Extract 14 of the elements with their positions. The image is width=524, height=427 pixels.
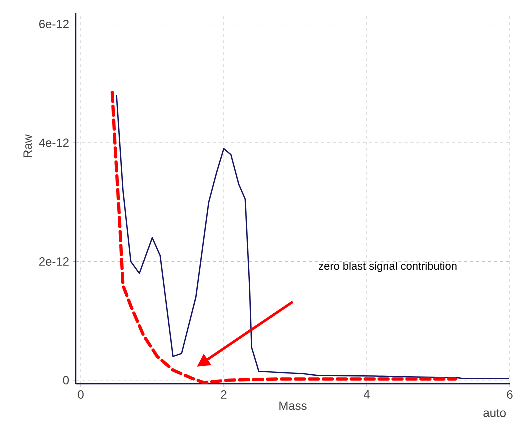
x-axis-title: Mass [280, 402, 307, 410]
y-axis-title: Raw [24, 134, 32, 158]
annotation: zero blast signal contribution [319, 262, 457, 272]
y-tick-label: 0 [63, 376, 70, 385]
y-tick-label: 6e-12 [40, 20, 69, 28]
x-tick-label: 4 [364, 390, 370, 399]
x-tick-label: 2 [221, 390, 227, 399]
text: auto [484, 409, 506, 418]
line-series [116, 94, 510, 380]
y-tick-label: 2e-12 [40, 257, 69, 266]
line-series [110, 90, 458, 384]
y-tick-label: 4e-12 [39, 138, 69, 148]
x-tick-label: 0 [78, 390, 84, 399]
x-tick-label: 6 [507, 390, 513, 399]
